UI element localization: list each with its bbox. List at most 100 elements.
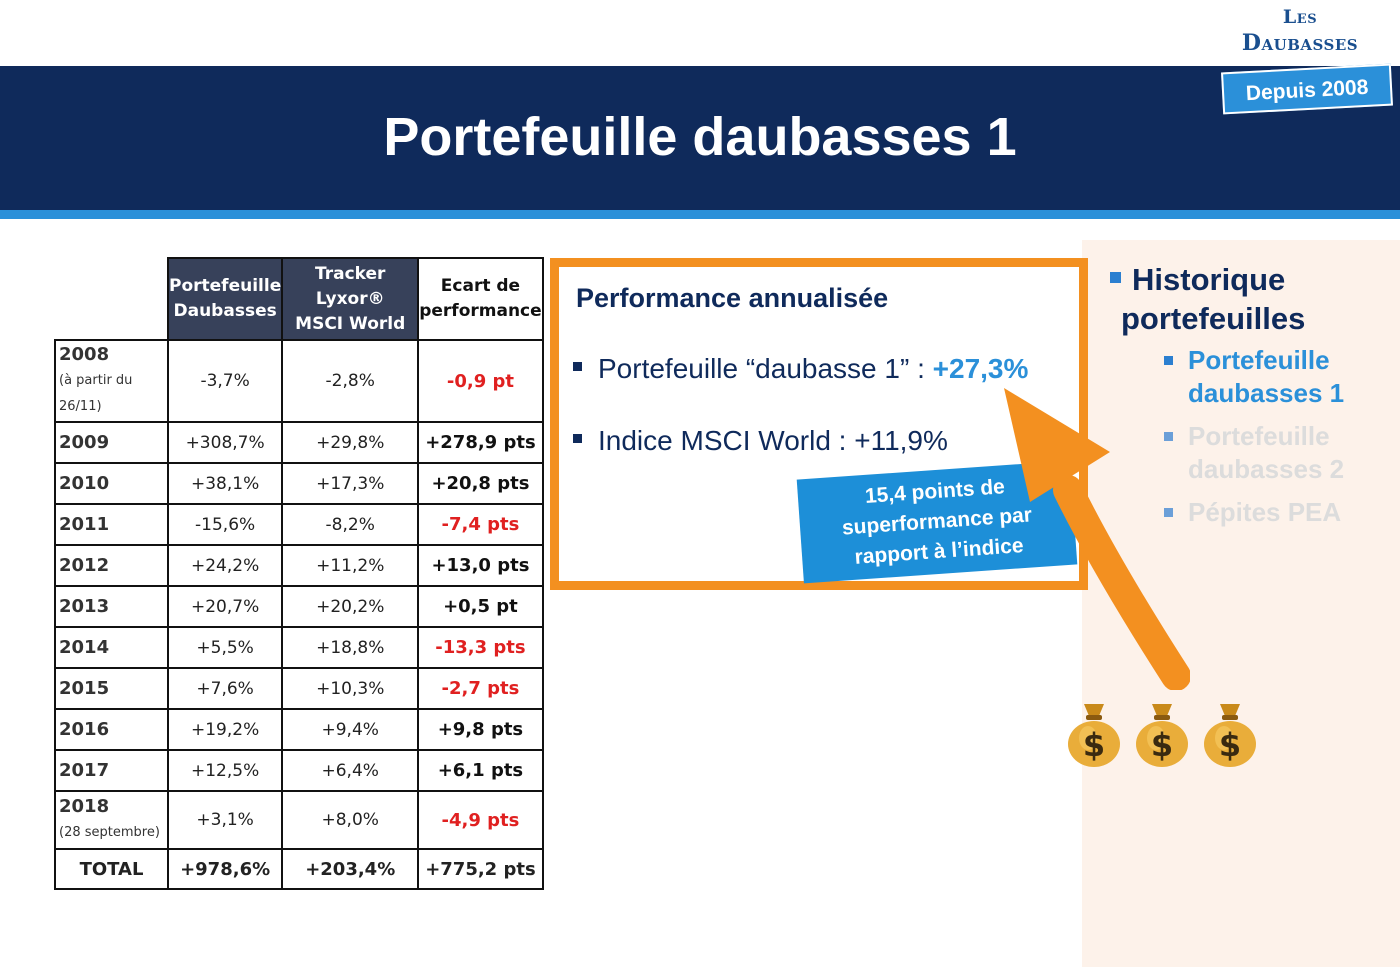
sidebar-heading-line-1: Historique xyxy=(1132,262,1286,297)
money-bag-icon: $ xyxy=(1136,704,1188,767)
sidebar-item-label: Portefeuille xyxy=(1188,421,1330,451)
header-gap-line-2: performance xyxy=(419,301,542,321)
year-cell: 2015 xyxy=(54,667,169,710)
tracker-return-cell: +17,3% xyxy=(281,462,420,505)
tracker-return-cell: +10,3% xyxy=(281,667,420,710)
sidebar-item-label: daubasses 2 xyxy=(1188,454,1345,484)
tracker-return-cell: +11,2% xyxy=(281,544,420,587)
portfolio-return-cell: +3,1% xyxy=(166,790,284,850)
table-row: 2016 +19,2% +9,4% +9,8 pts xyxy=(54,708,544,751)
tracker-return-cell: +8,0% xyxy=(281,790,420,850)
year-cell: 2014 xyxy=(54,626,169,669)
year-label: 2008 xyxy=(59,344,110,365)
tracker-return-cell: +29,8% xyxy=(281,421,420,464)
portfolio-return-cell: -3,7% xyxy=(166,339,284,423)
year-cell: 2012 xyxy=(54,544,169,587)
header-tracker-line-3: MSCI World xyxy=(295,313,406,334)
header-portfolio-line-1: Portefeuille xyxy=(169,276,282,296)
money-bag-icon: $ xyxy=(1204,704,1256,767)
portfolio-return-cell: +5,5% xyxy=(166,626,284,669)
total-tracker-cell: +203,4% xyxy=(281,848,420,890)
since-badge: Depuis 2008 xyxy=(1221,63,1393,115)
index-text: Indice MSCI World : +11,9% xyxy=(598,425,948,456)
sidebar-heading-line-2: portefeuilles xyxy=(1121,301,1306,336)
year-label: 2013 xyxy=(59,595,110,617)
tracker-return-cell: -2,8% xyxy=(281,339,420,423)
bullet-square-icon xyxy=(1164,432,1173,441)
sidebar-item-pepites-pea[interactable]: Pépites PEA xyxy=(1164,496,1394,529)
tracker-return-cell: +6,4% xyxy=(281,749,420,792)
year-label: 2010 xyxy=(59,472,110,494)
performance-gap-cell: -0,9 pt xyxy=(417,339,544,423)
sidebar-heading: Historique portefeuilles xyxy=(1110,260,1400,338)
portfolio-return-cell: +7,6% xyxy=(166,667,284,710)
table-row: 2015 +7,6% +10,3% -2,7 pts xyxy=(54,667,544,710)
performance-item-portfolio: Portefeuille “daubasse 1” : +27,3% xyxy=(573,353,1028,385)
year-cell: 2017 xyxy=(54,749,169,792)
svg-text:$: $ xyxy=(1151,726,1173,764)
bullet-square-icon xyxy=(1164,508,1173,517)
performance-gap-cell: +6,1 pts xyxy=(417,749,544,792)
year-label: 2014 xyxy=(59,636,110,658)
sidebar-item-label: Portefeuille xyxy=(1188,345,1330,375)
header-tracker: Tracker Lyxor® MSCI World xyxy=(281,257,420,341)
header-gap-line-1: Ecart de xyxy=(440,276,521,296)
year-cell: 2008 (à partir du 26/11) xyxy=(54,339,169,423)
year-label: 2018 xyxy=(59,796,110,817)
tracker-return-cell: +9,4% xyxy=(281,708,420,751)
performance-item-index: Indice MSCI World : +11,9% xyxy=(573,425,948,457)
table-row: 2010 +38,1% +17,3% +20,8 pts xyxy=(54,462,544,505)
year-note: (28 septembre) xyxy=(59,825,160,840)
performance-gap-cell: +278,9 pts xyxy=(417,421,544,464)
performance-gap-cell: -2,7 pts xyxy=(417,667,544,710)
year-label: 2015 xyxy=(59,677,110,699)
portfolio-return-cell: +24,2% xyxy=(166,544,284,587)
table-row: 2014 +5,5% +18,8% -13,3 pts xyxy=(54,626,544,669)
year-label: 2009 xyxy=(59,431,110,453)
performance-table: Portefeuille Daubasses Tracker Lyxor® MS… xyxy=(54,257,544,890)
portfolio-return-cell: +12,5% xyxy=(166,749,284,792)
table-header-row: Portefeuille Daubasses Tracker Lyxor® MS… xyxy=(55,257,544,341)
money-bag-icon: $ xyxy=(1068,704,1120,767)
year-label: 2011 xyxy=(59,513,110,535)
total-gap-cell: +775,2 pts xyxy=(417,848,544,890)
performance-gap-cell: +9,8 pts xyxy=(417,708,544,751)
year-label: 2017 xyxy=(59,759,110,781)
total-portfolio-cell: +978,6% xyxy=(166,848,284,890)
portfolio-label: Portefeuille “daubasse 1” : xyxy=(598,353,933,384)
year-note: 26/11) xyxy=(59,399,102,414)
sidebar-item-portefeuille-1[interactable]: Portefeuille daubasses 1 xyxy=(1164,344,1394,410)
total-label: TOTAL xyxy=(54,848,169,890)
sidebar-item-portefeuille-2[interactable]: Portefeuille daubasses 2 xyxy=(1164,420,1394,486)
header-gap: Ecart de performance xyxy=(417,257,544,341)
header-tracker-line-2: Lyxor® xyxy=(315,288,385,309)
year-cell: 2018 (28 septembre) xyxy=(54,790,169,850)
table-row: 2017 +12,5% +6,4% +6,1 pts xyxy=(54,749,544,792)
year-cell: 2011 xyxy=(54,503,169,546)
year-label: 2016 xyxy=(59,718,110,740)
svg-text:$: $ xyxy=(1083,726,1105,764)
header-tracker-line-1: Tracker xyxy=(315,263,386,284)
performance-gap-cell: +20,8 pts xyxy=(417,462,544,505)
performance-gap-cell: +0,5 pt xyxy=(417,585,544,628)
header-portfolio: Portefeuille Daubasses xyxy=(166,257,284,341)
table-row: 2012 +24,2% +11,2% +13,0 pts xyxy=(54,544,544,587)
performance-gap-cell: -7,4 pts xyxy=(417,503,544,546)
year-cell: 2013 xyxy=(54,585,169,628)
year-note: (à partir du xyxy=(59,373,133,388)
table-row: 2011 -15,6% -8,2% -7,4 pts xyxy=(54,503,544,546)
tracker-return-cell: +20,2% xyxy=(281,585,420,628)
sidebar-item-label: daubasses 1 xyxy=(1188,378,1345,408)
title-banner xyxy=(0,66,1400,214)
portfolio-return-cell: +308,7% xyxy=(166,421,284,464)
orange-arrow-icon xyxy=(1004,388,1190,690)
tracker-return-cell: -8,2% xyxy=(281,503,420,546)
bullet-square-icon xyxy=(573,434,582,444)
table-row: 2018 (28 septembre) +3,1% +8,0% -4,9 pts xyxy=(54,790,544,850)
slide-title: Portefeuille daubasses 1 xyxy=(383,107,1017,167)
tracker-return-cell: +18,8% xyxy=(281,626,420,669)
logo-line-1: Les xyxy=(1282,6,1318,28)
table-row: 2008 (à partir du 26/11) -3,7% -2,8% -0,9 pt xyxy=(54,339,544,423)
portfolio-return-cell: +20,7% xyxy=(166,585,284,628)
year-cell: 2010 xyxy=(54,462,169,505)
